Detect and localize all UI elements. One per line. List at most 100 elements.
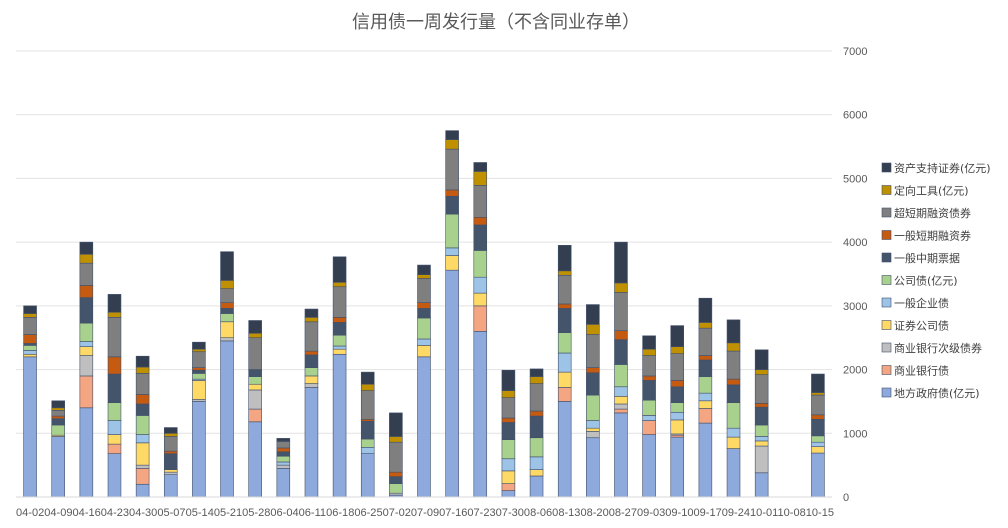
bar-segment-04-23-s8 <box>107 317 122 358</box>
bar-segment-05-21-s6 <box>220 308 234 314</box>
bar-segment-06-11-s10 <box>304 308 319 318</box>
bar-segment-04-16-s10 <box>79 241 94 255</box>
bar-segment-06-25-s0 <box>360 453 375 498</box>
bar-segment-05-07-s8 <box>163 436 178 452</box>
bar-segment-07-30-s7 <box>501 417 516 423</box>
y-tick-label: 6000 <box>843 110 867 122</box>
bar-segment-04-23-s5 <box>107 402 122 421</box>
bar-segment-06-11-s9 <box>304 317 319 323</box>
bar-segment-08-20-s10 <box>586 304 600 325</box>
bar-segment-07-16-s7 <box>445 189 459 197</box>
bar-segment-08-13-s4 <box>557 352 572 373</box>
legend-swatch <box>881 185 892 195</box>
bar-segment-08-13-s9 <box>557 270 572 276</box>
bar-segment-05-21-s3 <box>220 321 234 339</box>
legend-label: 一般中期票据 <box>894 251 960 265</box>
bar-segment-10-01-s8 <box>754 374 769 404</box>
x-axis-tick-labels: 04-0204-0904-1604-2304-3005-0705-1405-21… <box>16 507 834 519</box>
bar-segment-08-20-s8 <box>586 334 600 368</box>
bar-segment-05-14-s9 <box>192 348 206 353</box>
bar-segment-08-06-s8 <box>529 383 544 412</box>
y-tick-label: 1000 <box>843 428 867 440</box>
bar-segment-06-18-s3 <box>332 348 347 355</box>
bar-segment-07-09-s3 <box>417 345 431 358</box>
bar-segment-07-16-s6 <box>445 195 459 215</box>
bar-segment-04-23-s10 <box>107 294 122 313</box>
chart-title: 信用债一周发行量（不含同业存单） <box>352 12 640 33</box>
bar-segment-07-02-s8 <box>389 441 403 473</box>
y-tick-label: 2000 <box>843 365 867 377</box>
bar-segment-07-16-s5 <box>445 213 459 249</box>
bar-segment-10-15-s3 <box>811 446 825 454</box>
bar-segment-06-25-s5 <box>360 438 375 448</box>
bar-segment-05-14-s0 <box>192 401 206 498</box>
bar-segment-09-10-s10 <box>670 325 685 347</box>
bar-segment-08-06-s6 <box>529 415 544 439</box>
bar-segment-07-30-s4 <box>501 458 516 472</box>
bar-segment-10-01-s6 <box>754 406 769 426</box>
bar-segment-07-23-s0 <box>473 331 488 498</box>
bar-segment-04-02-s7 <box>23 334 37 344</box>
bar-segment-04-23-s4 <box>107 420 122 435</box>
legend-label: 商业银行次级债券 <box>894 341 982 355</box>
bar-segment-05-14-s5 <box>192 373 206 380</box>
bar-segment-07-23-s9 <box>473 171 488 186</box>
bar-segment-09-24-s5 <box>726 402 741 429</box>
bar-segment-08-27-s0 <box>614 412 628 498</box>
bar-segment-06-25-s4 <box>360 446 375 454</box>
legend-swatch <box>881 252 892 263</box>
bar-segment-08-06-s0 <box>529 475 544 498</box>
legend-swatch <box>881 275 892 285</box>
bar-segment-06-18-s10 <box>332 256 347 283</box>
bar-segment-09-17-s10 <box>698 297 713 323</box>
bar-segment-09-17-s7 <box>698 355 713 361</box>
bar-segment-05-28-s6 <box>248 369 262 377</box>
bar-segment-07-30-s8 <box>501 397 516 419</box>
bar-segment-04-02-s4 <box>23 350 37 355</box>
bar-segment-08-27-s7 <box>614 330 628 340</box>
bar-segment-04-09-s10 <box>51 400 65 409</box>
bar-segment-07-23-s1 <box>473 305 488 332</box>
bar-segment-04-23-s1 <box>107 443 122 454</box>
bar-segment-09-03-s0 <box>642 434 656 498</box>
bar-segment-04-16-s1 <box>79 375 94 409</box>
bar-segment-04-23-s0 <box>107 453 122 498</box>
bar-segment-09-17-s5 <box>698 376 713 394</box>
bar-segment-04-30-s9 <box>135 366 150 374</box>
bar-segment-08-20-s9 <box>586 324 600 335</box>
bar-segment-07-02-s9 <box>389 436 403 443</box>
legend-label: 超短期融资债券 <box>894 206 971 220</box>
bar-segment-08-06-s7 <box>529 410 544 417</box>
bar-segment-09-10-s0 <box>670 436 685 498</box>
bar-segment-06-04-s8 <box>276 441 291 449</box>
bar-segment-05-28-s5 <box>248 376 262 385</box>
bar-segment-04-09-s0 <box>51 436 65 498</box>
bar-segment-08-27-s9 <box>614 282 628 293</box>
bar-segment-07-23-s6 <box>473 224 488 251</box>
legend: 资产支持证券(亿元) 定向工具(亿元) 超短期融资债券一般短期融资券一般中期票据公司… <box>881 161 991 400</box>
bar-segment-07-09-s8 <box>417 278 431 303</box>
bar-segment-07-23-s8 <box>473 185 488 218</box>
bar-segment-06-18-s4 <box>332 345 347 350</box>
bar-segment-09-17-s6 <box>698 359 713 377</box>
bar-segment-04-23-s7 <box>107 356 122 375</box>
bar-segment-06-11-s6 <box>304 354 319 368</box>
legend-label: 一般企业债 <box>894 296 949 310</box>
bar-segment-04-09-s6 <box>51 418 65 426</box>
bar-segment-06-04-s0 <box>276 468 291 498</box>
bar-segment-06-04-s2 <box>276 464 291 469</box>
bar-segment-07-23-s7 <box>473 216 488 226</box>
bar-segment-06-11-s7 <box>304 350 319 356</box>
bar-segment-06-04-s7 <box>276 447 291 453</box>
bar-segment-07-16-s4 <box>445 247 459 256</box>
bar-segment-06-18-s8 <box>332 286 347 318</box>
bar-segment-09-10-s5 <box>670 402 685 413</box>
bar-segment-04-23-s6 <box>107 373 122 403</box>
bar-segment-05-28-s2 <box>248 389 262 410</box>
bar-segment-04-16-s7 <box>79 285 94 298</box>
bar-segment-09-24-s3 <box>726 436 741 449</box>
y-axis-ticks: 0 1000 2000 3000 4000 5000 6000 7000 <box>843 46 867 504</box>
bar-segment-04-30-s8 <box>135 373 150 395</box>
bar-segment-08-27-s4 <box>614 386 628 397</box>
bar-segment-06-11-s3 <box>304 375 319 384</box>
